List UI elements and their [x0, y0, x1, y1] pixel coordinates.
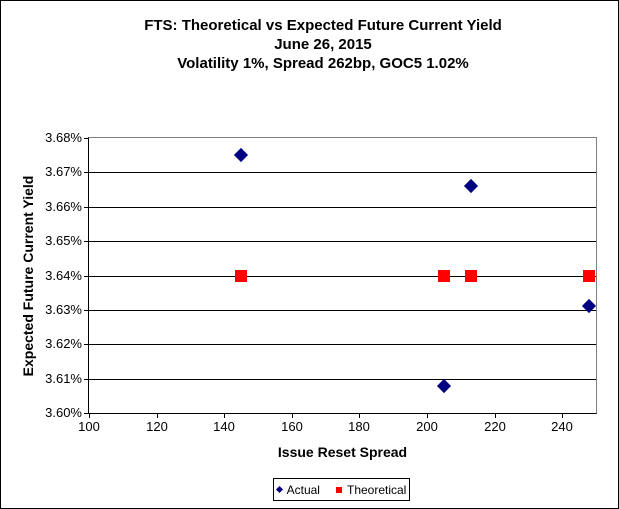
- x-tick-mark: [224, 413, 225, 418]
- gridline: [89, 310, 596, 311]
- x-axis-title: Issue Reset Spread: [277, 444, 408, 460]
- y-tick-mark: [84, 310, 89, 311]
- gridline: [89, 379, 596, 380]
- y-tick-mark: [84, 241, 89, 242]
- y-tick-label: 3.64%: [45, 268, 82, 283]
- data-point-theoretical: [583, 270, 595, 282]
- x-tick-mark: [495, 413, 496, 418]
- x-tick-mark: [359, 413, 360, 418]
- x-tick-mark: [157, 413, 158, 418]
- x-tick-mark: [89, 413, 90, 418]
- plot-area: [88, 137, 597, 414]
- x-tick-label: 100: [78, 419, 100, 434]
- chart-title: FTS: Theoretical vs Expected Future Curr…: [144, 17, 502, 34]
- gridline: [89, 241, 596, 242]
- x-tick-label: 220: [484, 419, 506, 434]
- legend-item-theoretical: Theoretical: [335, 482, 407, 497]
- x-tick-label: 240: [551, 419, 573, 434]
- legend: Actual Theoretical: [273, 478, 410, 501]
- y-tick-label: 3.63%: [45, 302, 82, 317]
- theoretical-square-icon: [335, 486, 342, 493]
- data-point-theoretical: [438, 270, 450, 282]
- x-tick-label: 160: [281, 419, 303, 434]
- y-tick-label: 3.60%: [45, 405, 82, 420]
- x-tick-mark: [427, 413, 428, 418]
- data-point-theoretical: [465, 270, 477, 282]
- x-tick-label: 120: [146, 419, 168, 434]
- y-tick-label: 3.68%: [45, 130, 82, 145]
- y-tick-mark: [84, 379, 89, 380]
- gridline: [89, 172, 596, 173]
- y-tick-mark: [84, 276, 89, 277]
- x-tick-label: 140: [213, 419, 235, 434]
- y-tick-label: 3.62%: [45, 336, 82, 351]
- y-tick-label: 3.61%: [45, 371, 82, 386]
- actual-diamond-icon: [275, 485, 283, 494]
- x-tick-mark: [562, 413, 563, 418]
- chart-subtitle-date: June 26, 2015: [274, 36, 372, 53]
- gridline: [89, 344, 596, 345]
- y-tick-label: 3.65%: [45, 233, 82, 248]
- y-tick-mark: [84, 172, 89, 173]
- legend-label-theoretical: Theoretical: [346, 482, 407, 497]
- y-tick-mark: [84, 413, 89, 414]
- y-tick-mark: [84, 138, 89, 139]
- y-tick-mark: [84, 207, 89, 208]
- legend-item-actual: Actual: [275, 482, 320, 497]
- gridline: [89, 207, 596, 208]
- x-tick-label: 180: [348, 419, 370, 434]
- x-tick-label: 200: [416, 419, 438, 434]
- y-tick-mark: [84, 344, 89, 345]
- legend-label-actual: Actual: [286, 482, 320, 497]
- chart-title-block: FTS: Theoretical vs Expected Future Curr…: [26, 16, 618, 73]
- gridline: [89, 276, 596, 277]
- data-point-theoretical: [235, 270, 247, 282]
- y-tick-label: 3.66%: [45, 199, 82, 214]
- x-tick-mark: [292, 413, 293, 418]
- chart-subtitle-params: Volatility 1%, Spread 262bp, GOC5 1.02%: [177, 55, 469, 72]
- y-tick-label: 3.67%: [45, 164, 82, 179]
